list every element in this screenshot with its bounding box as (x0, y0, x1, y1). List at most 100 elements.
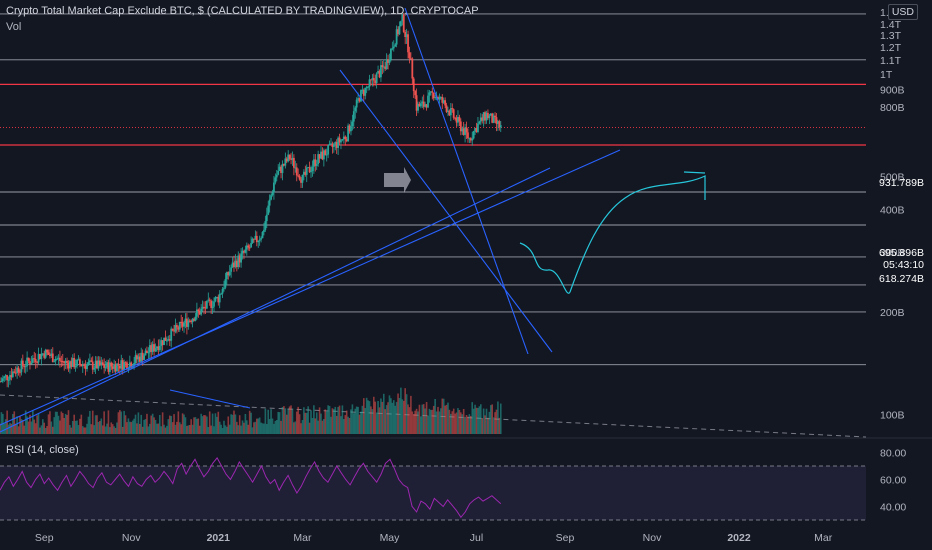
volume-bar (411, 411, 414, 434)
volume-bar (285, 414, 288, 434)
volume-bar (27, 421, 30, 434)
volume-bar (0, 423, 1, 434)
candle-body (141, 352, 144, 360)
volume-bar (428, 408, 431, 434)
candle-body (208, 299, 211, 301)
candle-body (335, 142, 338, 148)
currency-button[interactable]: USD (887, 4, 918, 20)
candle-body (365, 87, 368, 89)
candle-body (377, 71, 379, 74)
candle-body (489, 113, 492, 116)
candle-body (53, 361, 56, 363)
candle-body (210, 300, 213, 308)
candle-body (33, 358, 36, 360)
candle-body (370, 79, 372, 81)
candle-body (17, 367, 20, 373)
volume-bar (364, 408, 367, 434)
candle-body (253, 238, 255, 240)
candle-body (66, 360, 68, 363)
volume-bar (367, 400, 369, 434)
volume-bar (358, 414, 361, 434)
volume-bar (313, 405, 315, 434)
candle-body (491, 113, 494, 123)
volume-bar (126, 422, 128, 434)
volume-bar (330, 416, 332, 434)
volume-bar (395, 401, 398, 434)
volume-bar (454, 413, 456, 434)
volume-bar (101, 425, 104, 434)
candle-body (10, 375, 13, 378)
horizontal-levels (0, 13, 867, 438)
candle-body (357, 98, 359, 100)
price-badge-countdown: 05:43:10 (883, 259, 924, 271)
candle-body (223, 287, 225, 289)
candle-body (148, 345, 151, 353)
trend-drawings[interactable] (0, 7, 706, 433)
candle-body (330, 143, 332, 145)
volume-bar (341, 405, 344, 434)
candle-body (362, 89, 365, 96)
volume-bar (435, 411, 438, 434)
candle-body (311, 166, 314, 172)
candle-body (324, 150, 327, 156)
volume-bar (310, 410, 312, 434)
candle-body (449, 108, 452, 116)
volume-bar (489, 405, 492, 434)
volume-bar (264, 408, 267, 434)
volume-bar (56, 411, 58, 434)
volume-bar (491, 404, 494, 434)
price-axis[interactable]: 1.4T1.3T1.2T1.1T 1T 900B 800B 500B 400B 300B 20… (880, 7, 905, 421)
volume-bar (246, 420, 248, 434)
candle-body (127, 368, 130, 370)
candle-body (178, 321, 181, 330)
candle-body (46, 349, 48, 353)
candle-body (90, 360, 93, 362)
candle-body (163, 337, 165, 346)
candle-body (117, 363, 120, 366)
volume-bar (414, 410, 416, 434)
volume-bar (400, 387, 402, 434)
candle-body (130, 362, 133, 368)
candle-body (350, 126, 352, 132)
volume-bar (184, 417, 187, 434)
candle-body (405, 34, 408, 37)
volume-bar (477, 407, 479, 434)
volume-bar (298, 414, 301, 434)
candle-body (263, 229, 265, 233)
volume-bar (73, 414, 75, 434)
candle-body (322, 150, 325, 160)
time-tick-label: 2021 (207, 532, 231, 544)
candle-body (412, 78, 415, 92)
candle-body (70, 361, 73, 367)
volume-bar (214, 413, 217, 434)
volume-bar (3, 423, 6, 434)
candle-body (49, 354, 51, 356)
trend-line (0, 167, 551, 433)
volume-bar (275, 420, 278, 434)
volume-bar (461, 414, 464, 434)
candle-body (37, 353, 40, 363)
volume-bar (441, 398, 444, 434)
candle-body (131, 366, 134, 368)
candle-body (458, 117, 461, 122)
volume-bar (324, 409, 327, 434)
volume-bar (110, 422, 113, 434)
time-axis[interactable]: Sep Nov 2021 Mar May Jul Sep Nov 2022 Mar (35, 532, 833, 544)
candle-body (352, 111, 355, 122)
trend-line (169, 389, 251, 409)
candle-body (308, 167, 311, 173)
candle-body (241, 250, 244, 254)
volume-bar (13, 411, 16, 434)
candle-body (275, 174, 278, 178)
volume-bar (193, 417, 195, 434)
volume-bar (247, 424, 250, 434)
volume-bar (280, 420, 282, 434)
volume-bar (200, 413, 202, 434)
volume-bar (482, 408, 485, 434)
candle-body (166, 340, 168, 342)
volume-bar (377, 401, 379, 434)
volume-bar (59, 420, 61, 434)
candle-body (472, 130, 475, 139)
price-tick-label: 1.1T (880, 55, 902, 67)
